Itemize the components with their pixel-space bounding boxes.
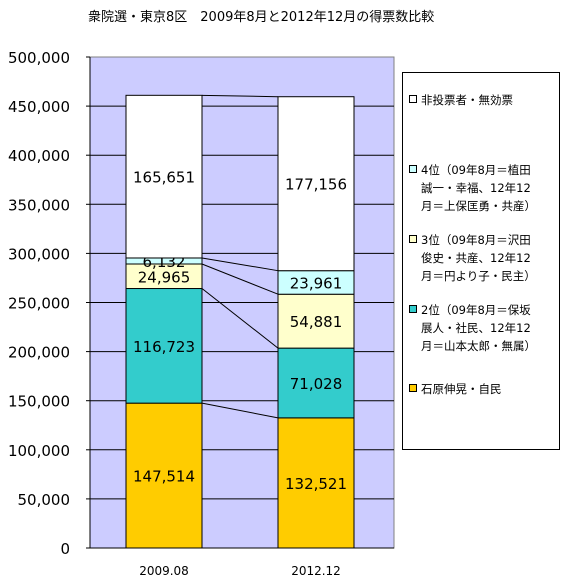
data-label: 24,965 — [138, 268, 191, 286]
legend-label: 月＝山本太郎・無属） — [421, 339, 536, 353]
legend-label: 4位（09年8月＝植田 — [421, 163, 531, 177]
x-tick-label: 2009.08 — [139, 564, 189, 578]
legend-item: 石原伸晃・自民 — [409, 380, 559, 398]
y-tick-label: 300,000 — [8, 245, 70, 263]
y-tick-label: 500,000 — [8, 49, 70, 67]
data-label: 147,514 — [133, 468, 195, 486]
bar-segment — [125, 288, 203, 404]
series-connector-line — [201, 402, 279, 419]
legend-swatch — [409, 165, 417, 173]
legend-label: 誠一・幸福、12年12 — [421, 181, 531, 195]
y-tick-label: 450,000 — [8, 98, 70, 116]
bar-segment — [125, 94, 203, 259]
y-tick-label: 50,000 — [18, 491, 71, 509]
legend-label: 3位（09年8月＝沢田 — [421, 233, 531, 247]
y-tick-label: 200,000 — [8, 344, 70, 362]
bar-segment — [125, 263, 203, 290]
series-connector-line — [201, 263, 279, 295]
legend-label: 2位（09年8月＝保坂 — [421, 303, 531, 317]
legend-label: 月＝円より子・民主） — [421, 269, 536, 283]
legend-label: 非投票者・無効票 — [421, 93, 513, 107]
bar-segment — [277, 293, 355, 349]
y-tick-label: 150,000 — [8, 393, 70, 411]
chart-legend: 非投票者・無効票 4位（09年8月＝植田 誠一・幸福、12年12 月＝上保匡勇・共産）… — [402, 72, 560, 450]
series-connector-line — [201, 288, 279, 349]
data-label: 71,028 — [290, 375, 343, 393]
legend-item: 4位（09年8月＝植田 誠一・幸福、12年12 月＝上保匡勇・共産） — [409, 161, 559, 215]
series-connector-line — [201, 94, 279, 98]
data-label: 177,156 — [285, 176, 347, 194]
data-label: 132,521 — [285, 475, 347, 493]
series-connector-line — [201, 257, 279, 272]
legend-swatch — [409, 95, 417, 103]
bar-segment — [277, 96, 355, 272]
data-label: 165,651 — [133, 169, 195, 187]
legend-label: 月＝上保匡勇・共産） — [421, 199, 536, 213]
bar-segment — [125, 402, 203, 549]
legend-label: 俊史・共産、12年12 — [421, 251, 531, 265]
legend-swatch — [409, 305, 417, 313]
legend-label: 展人・社民、12年12 — [421, 321, 531, 335]
data-label: 54,881 — [290, 313, 343, 331]
x-tick-label: 2012.12 — [291, 564, 341, 578]
y-tick-label: 350,000 — [8, 196, 70, 214]
y-tick-label: 250,000 — [8, 295, 70, 313]
legend-swatch — [409, 384, 417, 392]
data-label: 116,723 — [133, 338, 195, 356]
y-tick-label: 400,000 — [8, 147, 70, 165]
y-tick-label: 0 — [60, 540, 70, 558]
legend-item: 2位（09年8月＝保坂 展人・社民、12年12 月＝山本太郎・無属） — [409, 301, 559, 355]
data-label: 23,961 — [290, 274, 343, 292]
legend-item: 非投票者・無効票 — [409, 91, 559, 109]
legend-item: 3位（09年8月＝沢田 俊史・共産、12年12 月＝円より子・民主） — [409, 231, 559, 285]
y-tick-label: 100,000 — [8, 442, 70, 460]
legend-swatch — [409, 235, 417, 243]
chart-title: 衆院選・東京8区 2009年8月と2012年12月の得票数比較 — [88, 10, 435, 25]
legend-label: 石原伸晃・自民 — [421, 382, 502, 396]
bar-segment — [277, 347, 355, 419]
